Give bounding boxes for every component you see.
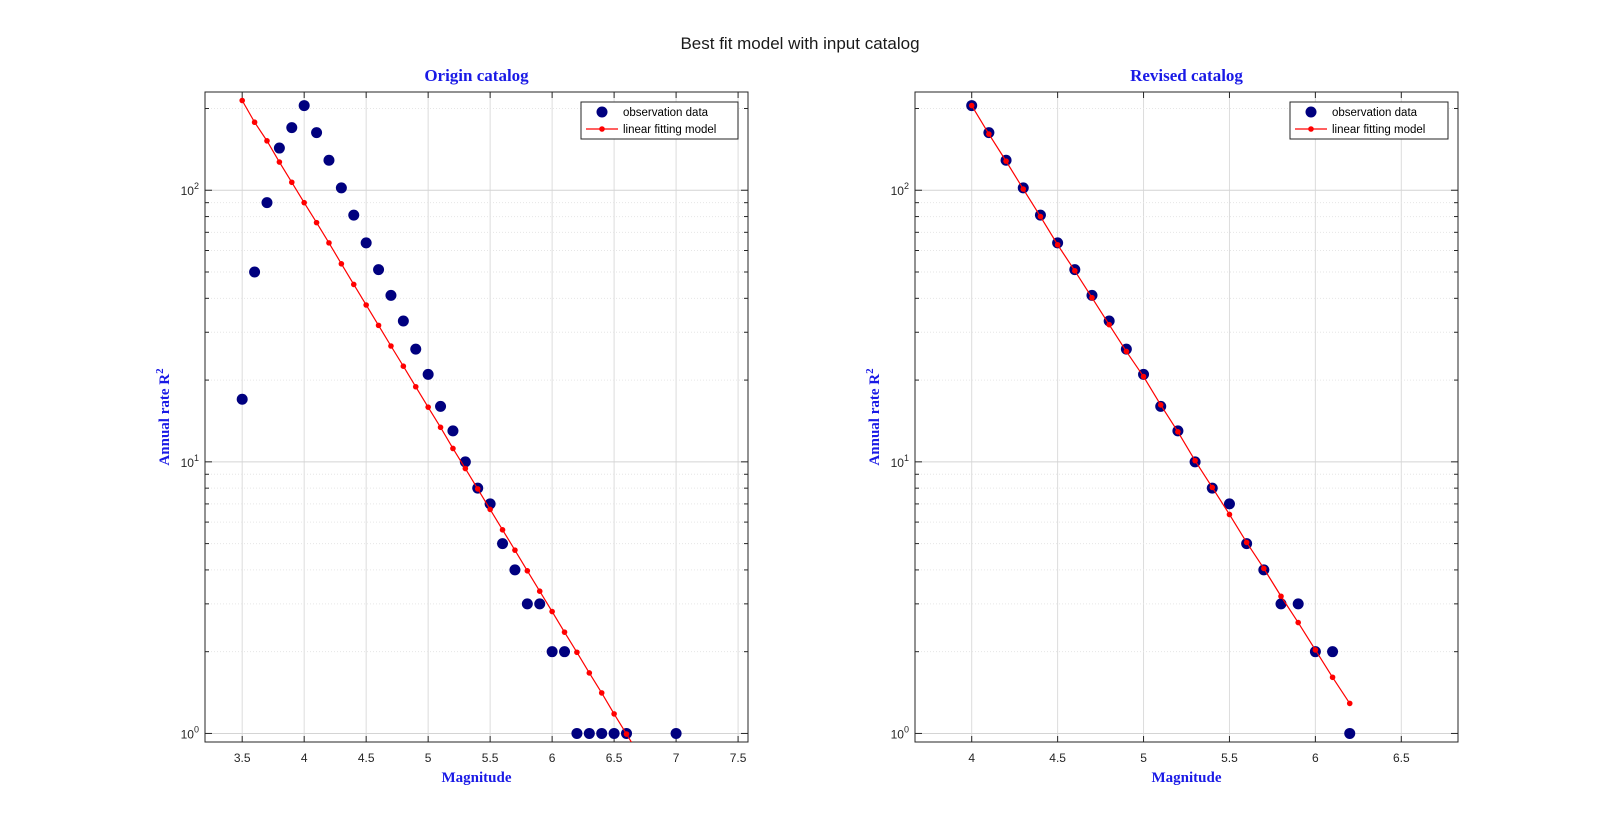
fit-point — [412, 383, 419, 390]
x-tick-label: 4.5 — [358, 751, 375, 765]
y-tick-label: 100 — [181, 724, 199, 741]
grid — [205, 92, 748, 742]
observation-point — [559, 646, 571, 658]
observation-point — [249, 266, 261, 278]
fit-point — [450, 445, 456, 452]
x-tick-label: 7 — [673, 751, 680, 765]
y-tick-label: 101 — [181, 453, 199, 470]
x-tick-label: 5 — [425, 751, 432, 765]
observation-point — [497, 538, 509, 550]
fit-point — [400, 363, 407, 369]
fit-point — [524, 568, 531, 574]
observation-point — [236, 393, 248, 405]
observation-point — [583, 727, 595, 739]
fit-point — [536, 588, 543, 594]
plot-area — [205, 92, 748, 742]
fit-point — [375, 322, 382, 329]
observation-point — [571, 727, 583, 739]
observation-point — [670, 727, 682, 739]
observation-point — [397, 315, 409, 327]
fit-point — [598, 690, 605, 696]
x-tick-label: 6.5 — [606, 751, 623, 765]
observation-point — [298, 100, 310, 112]
observation-point — [373, 264, 385, 276]
observation-point — [546, 646, 558, 658]
observation-point — [360, 237, 372, 249]
plot-series — [236, 97, 682, 758]
y-tick-label: 102 — [181, 181, 199, 198]
observation-point — [348, 209, 360, 221]
fit-point — [363, 302, 369, 308]
observation-point — [447, 425, 459, 437]
observation-point — [422, 368, 434, 380]
observation-point — [261, 197, 273, 209]
observation-point — [311, 127, 323, 139]
observation-point — [534, 598, 546, 610]
observation-point — [521, 598, 533, 610]
figure-title: Best fit model with input catalog — [680, 34, 920, 53]
fit-point — [462, 465, 469, 472]
fit-point — [512, 547, 518, 553]
x-tick-label: 3.5 — [234, 751, 251, 765]
x-tick-label: 7.5 — [730, 751, 747, 765]
observation-point — [484, 498, 496, 510]
legend: observation data linear fitting model — [580, 101, 739, 140]
x-tick-label: 5.5 — [482, 751, 499, 765]
fit-point — [388, 343, 394, 349]
observation-point — [608, 727, 620, 739]
fit-point — [326, 240, 332, 246]
fit-point — [251, 119, 258, 126]
fit-point — [611, 711, 617, 717]
fit-point — [350, 281, 357, 288]
axes-frame — [204, 91, 749, 743]
fit-point — [487, 506, 493, 513]
fit-point — [499, 527, 506, 533]
observation-point — [596, 727, 608, 739]
fit-point — [437, 424, 444, 431]
fit-point — [313, 219, 320, 226]
legend-label-fit: linear fitting model — [623, 124, 716, 136]
observation-point — [509, 564, 521, 576]
observation-point — [385, 289, 397, 301]
fit-point — [549, 608, 555, 615]
x-tick-label: 6 — [549, 751, 556, 765]
fit-point — [239, 97, 245, 104]
fit-point — [636, 752, 642, 758]
fit-point — [301, 199, 307, 206]
observation-point — [435, 400, 447, 412]
fit-point — [338, 261, 345, 267]
observation-point — [273, 142, 285, 154]
x-axis-label: Magnitude — [441, 770, 511, 786]
fit-point — [425, 404, 431, 410]
x-tick-label: 4 — [301, 751, 308, 765]
fit-point — [276, 159, 283, 165]
fit-point — [474, 486, 481, 492]
chart-title: Origin catalog — [424, 66, 529, 85]
legend-marker-fit — [599, 126, 605, 132]
fit-point — [586, 670, 593, 676]
fit-point — [561, 629, 568, 635]
observation-point — [286, 122, 298, 134]
observation-point — [323, 154, 335, 166]
legend-marker-observation — [596, 106, 608, 118]
fit-point — [264, 138, 270, 144]
y-axis-label: Annual rate R2 — [154, 368, 173, 466]
observation-point — [335, 182, 347, 194]
legend-label-observation: observation data — [623, 107, 709, 119]
observation-point — [410, 343, 422, 355]
fit-point — [623, 731, 630, 737]
fit-point — [574, 649, 580, 656]
fit-point — [288, 179, 295, 186]
legend-box — [580, 101, 739, 140]
